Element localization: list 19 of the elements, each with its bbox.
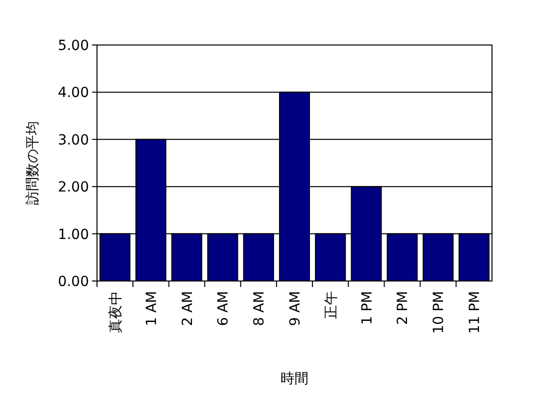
x-tick-label: 1 AM — [144, 291, 160, 326]
y-tick-label: 0.00 — [58, 274, 89, 290]
y-axis-title: 訪問数の平均 — [25, 121, 41, 205]
x-tick-label: 正午 — [323, 291, 340, 319]
x-tick-label: 11 PM — [467, 291, 484, 334]
x-tick-label: 1 PM — [359, 291, 376, 325]
y-tick-label: 4.00 — [58, 85, 89, 102]
x-tick-label: 真夜中 — [108, 291, 124, 333]
y-tick-label: 2.00 — [58, 180, 89, 196]
x-axis-title: 時間 — [280, 371, 308, 387]
x-tick-label: 8 AM — [252, 291, 268, 326]
x-tick-label: 10 PM — [431, 291, 448, 334]
y-tick-label: 3.00 — [58, 132, 89, 148]
x-tick-label: 2 PM — [395, 291, 412, 325]
y-tick-label: 5.00 — [58, 38, 89, 54]
x-tick-label: 6 AM — [216, 291, 232, 326]
y-tick-label: 1.00 — [58, 226, 89, 243]
x-tick-label: 9 AM — [288, 291, 304, 326]
x-tick-label: 2 AM — [180, 291, 196, 326]
